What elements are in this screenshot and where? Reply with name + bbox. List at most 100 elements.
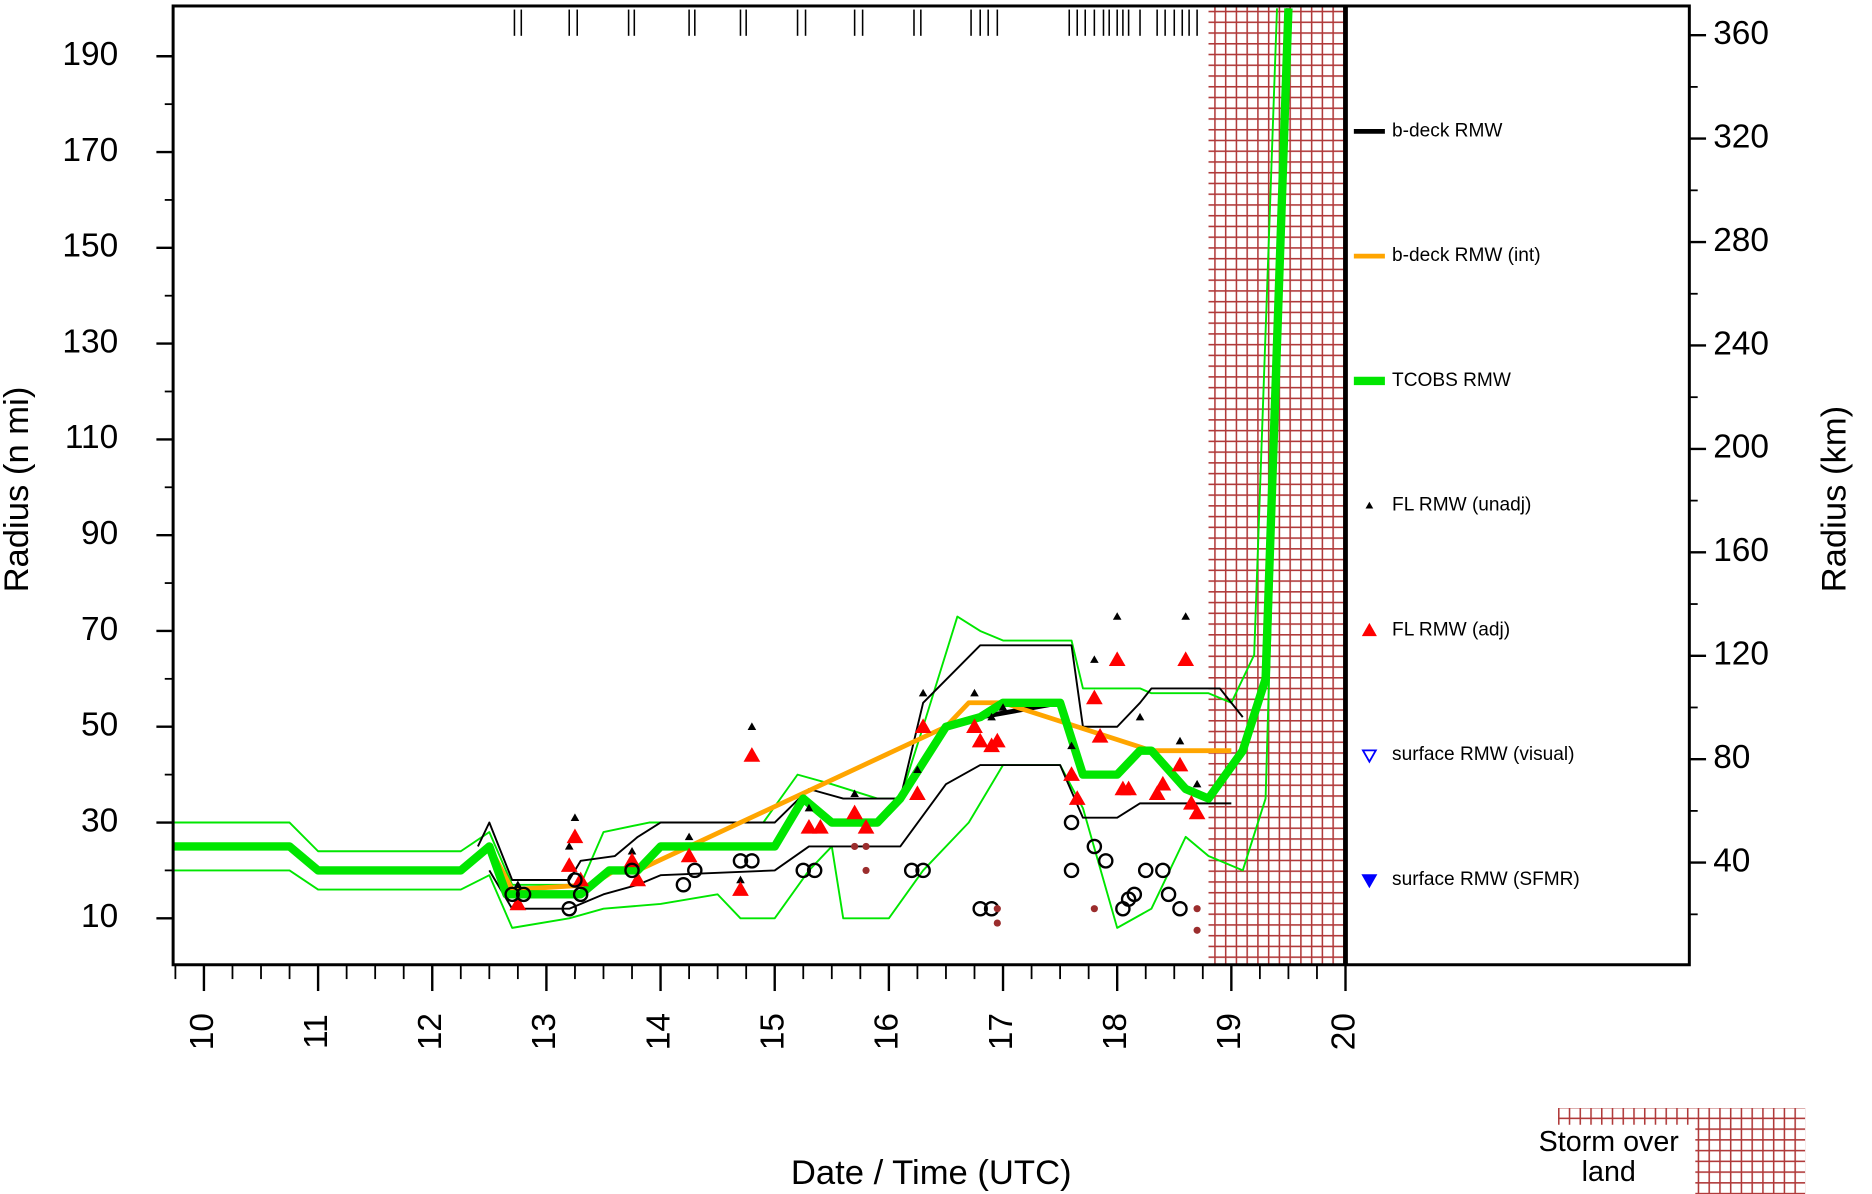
marker [857,818,875,834]
legend-swatch [1361,874,1378,889]
y2-tick-label: 240 [1713,325,1769,362]
marker [913,765,922,774]
marker [1137,862,1154,879]
y-tick-label: 10 [81,898,118,935]
x-tick-label: 10 [184,1013,221,1050]
marker [629,871,647,887]
land-region [1208,5,1346,965]
marker [743,747,761,762]
y-tick-label: 130 [62,323,118,360]
marker [998,703,1008,711]
marker [567,872,583,888]
y-tick-label: 30 [81,802,118,839]
plot-frame [171,4,1691,967]
y2-tick-label: 120 [1713,636,1769,673]
y2-axis-title: Radius (km) [1815,406,1853,593]
marker [1188,804,1206,820]
y2-tick-label: 160 [1713,532,1769,569]
marker [624,862,640,879]
marker [993,919,1001,927]
marker [1098,853,1114,869]
marker [736,875,745,884]
marker [1193,926,1201,934]
marker [804,803,814,812]
x-tick-label: 15 [755,1013,792,1050]
marker [918,688,928,697]
series-line [173,8,1293,899]
marker [1063,814,1080,831]
marker [744,853,760,869]
legend-swatch [1361,749,1378,764]
marker [684,832,694,841]
y-tick-label: 170 [62,132,118,169]
marker [513,880,523,888]
x-tick-label: 13 [526,1013,563,1050]
x-tick-label: 20 [1325,1013,1362,1050]
legend-label: FL RMW (unadj) [1392,495,1531,516]
plot-area [173,8,1293,934]
marker [560,857,578,872]
x-tick-label: 14 [640,1013,677,1050]
marker [509,895,527,911]
marker [566,828,584,844]
legend-swatch [1365,501,1374,509]
marker [970,688,979,697]
legend-label: b-deck RMW [1392,120,1502,141]
marker [561,900,577,917]
marker [1120,780,1137,796]
marker [1063,862,1080,879]
x-tick-label: 11 [298,1014,335,1049]
marker [915,862,931,879]
legend-label: FL RMW (adj) [1392,619,1510,640]
marker [972,900,988,917]
y2-tick-label: 200 [1713,429,1769,466]
marker [851,842,859,851]
marker [988,732,1006,748]
marker [914,718,932,734]
series-line [173,8,1291,897]
legend-label: surface RMW (SFMR) [1392,869,1580,890]
marker [1068,790,1086,805]
marker [903,862,920,879]
marker [623,852,641,868]
marker [1067,741,1076,750]
marker [732,853,749,869]
marker [675,877,692,893]
marker [687,862,703,879]
marker [993,905,1001,913]
marker [1177,651,1195,666]
marker [732,881,749,896]
x-tick-label: 19 [1211,1013,1248,1050]
x-tick-label: 18 [1097,1013,1134,1050]
marker [564,842,574,850]
x-tick-label: 17 [983,1013,1020,1050]
marker [987,712,996,721]
marker [1090,905,1098,913]
marker [515,886,532,903]
legend-label: surface RMW (visual) [1392,744,1574,765]
legend-label: b-deck RMW (int) [1392,245,1541,266]
y-tick-label: 150 [62,228,118,265]
marker [1181,612,1190,620]
land-legend: Storm over land [1539,1127,1679,1187]
marker [1135,712,1145,721]
y-tick-label: 190 [62,36,118,73]
marker [1192,779,1202,788]
marker [1183,795,1200,810]
marker [795,862,812,879]
marker [966,718,983,734]
land-legend-bg [1528,1127,1693,1194]
marker [862,842,870,851]
y2-tick-label: 360 [1713,15,1769,52]
y2-tick-label: 40 [1713,842,1750,879]
marker [1126,886,1143,903]
y-tick-label: 90 [81,515,118,552]
marker [850,789,859,798]
marker [1148,785,1166,801]
marker [1160,886,1177,903]
marker [1090,655,1099,663]
legend-label: TCOBS RMW [1392,370,1511,391]
marker [1193,905,1201,913]
